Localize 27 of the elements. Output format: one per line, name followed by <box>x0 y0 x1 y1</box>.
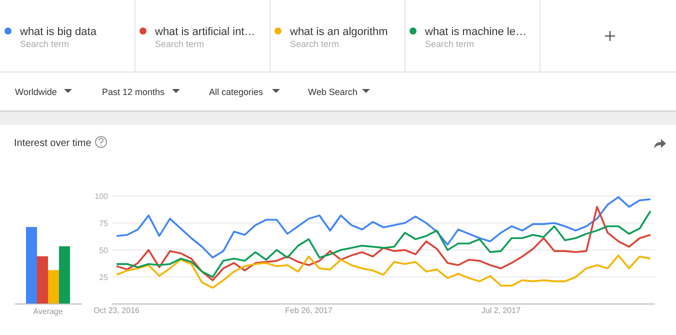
bar <box>59 246 70 304</box>
bar <box>37 256 48 304</box>
y-tick-label: 75 <box>99 219 109 228</box>
text: Search term <box>425 39 474 49</box>
text: Web Search <box>308 87 358 97</box>
bar <box>48 270 59 304</box>
bar <box>26 227 37 304</box>
legend-label: what is big data <box>19 26 98 38</box>
line-series <box>116 196 652 258</box>
text: All categories <box>209 87 264 97</box>
x-tick-label: Feb 26, 2017 <box>285 306 333 315</box>
y-tick-label: 100 <box>94 192 109 201</box>
legend-label: what is machine le… <box>424 26 526 38</box>
x-tick-label: Oct 23, 2016 <box>94 306 140 315</box>
legend-label: what is an algorithm <box>289 26 388 38</box>
x-tick-label: Jul 2, 2017 <box>481 306 522 315</box>
chart-title: Interest over time <box>14 138 92 149</box>
y-tick-label: 50 <box>99 246 109 255</box>
x-tick-label: Average <box>33 307 64 316</box>
text: Search term <box>290 39 340 49</box>
text: Search term <box>20 39 70 49</box>
legend-label: what is artificial int… <box>154 26 256 38</box>
line-series <box>116 254 652 289</box>
text: Past 12 months <box>102 87 166 97</box>
text: Worldwide <box>15 87 57 97</box>
text: Search term <box>155 39 204 49</box>
y-tick-label: 25 <box>99 273 109 282</box>
